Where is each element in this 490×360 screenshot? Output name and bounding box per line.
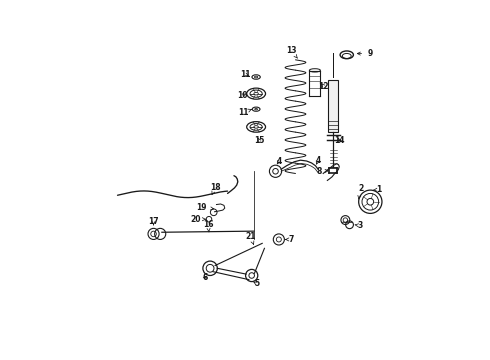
Text: 6: 6 — [203, 273, 208, 282]
Text: 4: 4 — [276, 157, 281, 166]
Text: 21: 21 — [245, 232, 256, 244]
Text: 12: 12 — [318, 82, 329, 91]
Ellipse shape — [309, 69, 320, 72]
Text: 17: 17 — [148, 217, 159, 226]
Text: 7: 7 — [286, 235, 294, 244]
Text: 4: 4 — [316, 156, 321, 165]
Text: 16: 16 — [203, 220, 214, 232]
Text: 3: 3 — [355, 221, 363, 230]
Text: 15: 15 — [254, 136, 265, 145]
Text: 19: 19 — [196, 203, 214, 212]
Text: 11: 11 — [238, 108, 251, 117]
Text: 13: 13 — [286, 46, 297, 58]
Text: 14: 14 — [335, 136, 345, 145]
Text: 10: 10 — [238, 91, 248, 100]
Text: 8: 8 — [317, 167, 328, 176]
Text: 2: 2 — [358, 184, 363, 199]
Text: 1: 1 — [374, 185, 382, 194]
Bar — [328, 80, 338, 132]
Text: 9: 9 — [357, 49, 372, 58]
Text: 20: 20 — [190, 215, 206, 224]
Text: 11: 11 — [240, 70, 250, 79]
Text: 5: 5 — [254, 279, 260, 288]
Text: 18: 18 — [210, 183, 220, 195]
